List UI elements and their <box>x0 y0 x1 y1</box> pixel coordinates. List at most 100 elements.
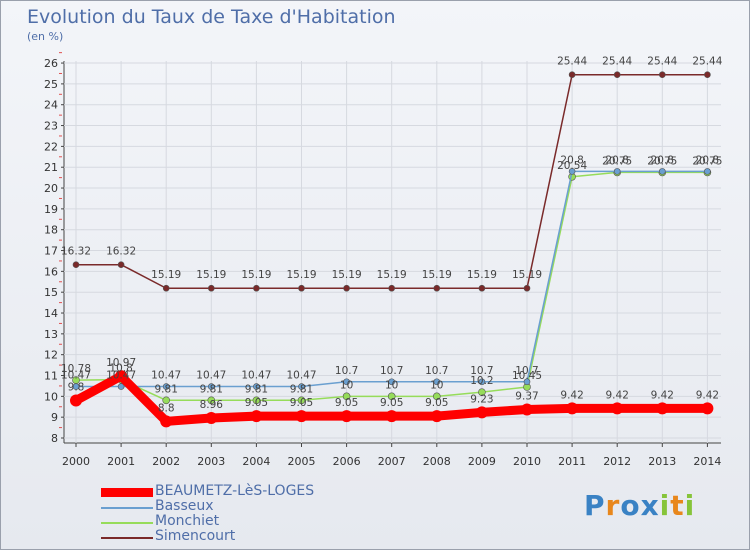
data-point-basseux <box>613 168 621 175</box>
data-label-simencourt: 15.19 <box>377 269 407 281</box>
data-point-simencourt <box>613 71 621 79</box>
data-point-simencourt <box>343 284 350 292</box>
series-lines <box>70 71 714 428</box>
data-point-beaumetz <box>566 402 579 415</box>
data-label-monchiet: 20.75 <box>602 155 632 167</box>
data-point-simencourt <box>208 284 215 292</box>
y-tick-label: 23 <box>44 120 58 133</box>
data-label-basseux: 10.7 <box>425 365 448 377</box>
data-label-basseux: 10.7 <box>335 365 358 377</box>
data-point-beaumetz <box>385 410 398 423</box>
data-point-beaumetz <box>611 402 624 415</box>
x-tick-label: 2007 <box>378 455 406 468</box>
data-labels: 9.8 10.97 8.8 8.96 9.05 9.05 9.05 9.05 9.05 9.23 9… <box>61 56 723 415</box>
data-label-simencourt: 15.19 <box>196 269 226 281</box>
data-label-monchiet: 10 <box>340 379 353 391</box>
y-tick-label: 14 <box>44 307 58 320</box>
y-tick-label: 9 <box>51 411 58 424</box>
data-point-basseux <box>658 168 666 175</box>
unit-label: (en %) <box>27 30 64 43</box>
data-point-monchiet <box>478 388 486 396</box>
y-tick-label: 8 <box>51 432 58 445</box>
data-label-beaumetz: 9.05 <box>290 397 313 409</box>
legend-swatch-simencourt <box>101 537 153 539</box>
y-tick-label: 10 <box>44 390 58 403</box>
data-point-basseux <box>162 383 170 390</box>
x-tick-label: 2008 <box>423 455 451 468</box>
data-label-beaumetz: 9.42 <box>696 389 719 401</box>
y-tick-label: 24 <box>44 99 58 112</box>
data-label-simencourt: 15.19 <box>286 269 316 281</box>
data-label-simencourt: 15.19 <box>512 269 542 281</box>
data-label-simencourt: 25.44 <box>692 56 722 68</box>
data-point-beaumetz <box>475 406 488 419</box>
logo-letter: t <box>670 489 685 522</box>
data-point-simencourt <box>523 284 531 292</box>
x-tick-label: 2006 <box>333 455 361 468</box>
data-label-beaumetz: 9.42 <box>560 389 583 401</box>
data-label-simencourt: 15.19 <box>332 269 362 281</box>
data-point-basseux <box>433 378 441 386</box>
y-tick-label: 20 <box>44 182 58 195</box>
legend-swatch-monchiet <box>101 522 153 524</box>
data-point-simencourt <box>298 284 305 292</box>
data-label-simencourt: 15.19 <box>151 269 181 281</box>
y-tick-label: 19 <box>44 203 58 216</box>
data-label-beaumetz: 9.42 <box>651 389 674 401</box>
data-label-monchiet: 9.81 <box>155 383 178 395</box>
data-point-simencourt <box>433 284 441 292</box>
data-point-simencourt <box>568 71 576 79</box>
x-tick-label: 2004 <box>242 455 270 468</box>
data-label-monchiet: 20.75 <box>647 155 677 167</box>
x-tick-label: 2011 <box>558 455 586 468</box>
data-point-basseux <box>568 168 576 175</box>
data-label-simencourt: 16.32 <box>61 246 91 258</box>
data-label-beaumetz: 9.23 <box>470 393 493 405</box>
data-point-basseux <box>117 383 125 390</box>
legend-label-beaumetz: BEAUMETZ-LèS-LOGES <box>155 483 315 499</box>
legend-swatch-beaumetz <box>101 488 153 497</box>
data-label-beaumetz: 8.8 <box>158 402 175 414</box>
x-tick-label: 2010 <box>513 455 541 468</box>
y-tick-label: 26 <box>44 57 58 70</box>
data-point-simencourt <box>478 284 486 292</box>
data-label-basseux: 10.47 <box>106 370 136 382</box>
y-tick-label: 17 <box>44 245 58 258</box>
data-point-monchiet <box>432 392 441 401</box>
data-label-basseux: 10.7 <box>470 365 493 377</box>
logo-letter: r <box>605 489 621 522</box>
data-label-basseux: 10.47 <box>196 370 226 382</box>
data-label-monchiet: 10 <box>385 379 398 391</box>
data-point-simencourt <box>72 261 80 268</box>
data-label-beaumetz: 9.42 <box>606 389 629 401</box>
logo-letter: i <box>659 489 671 522</box>
chart-title: Evolution du Taux de Taxe d'Habitation <box>27 6 396 28</box>
data-label-basseux: 20.8 <box>560 154 583 166</box>
legend-label-monchiet: Monchiet <box>155 513 220 529</box>
data-label-basseux: 20.8 <box>606 154 629 166</box>
data-point-beaumetz <box>521 403 533 416</box>
y-tick-label: 18 <box>44 224 58 237</box>
data-point-basseux <box>208 383 215 390</box>
data-label-basseux: 10.47 <box>151 370 181 382</box>
data-point-simencourt <box>658 71 666 79</box>
x-tick-label: 2000 <box>62 455 90 468</box>
x-tick-label: 2013 <box>648 455 676 468</box>
data-label-beaumetz: 9.05 <box>425 397 448 409</box>
data-label-beaumetz: 9.05 <box>245 397 268 409</box>
data-label-monchiet: 10.2 <box>470 375 493 387</box>
data-point-beaumetz <box>160 415 173 428</box>
chart-plot: 8 9 10 11 12 13 14 15 16 17 18 19 20 21 22 23 24 25 26 200… <box>44 52 723 468</box>
x-tick-label: 2014 <box>693 455 721 468</box>
data-point-beaumetz <box>70 394 82 407</box>
data-point-monchiet <box>342 392 351 401</box>
data-point-simencourt <box>704 71 711 79</box>
data-point-monchiet <box>207 396 216 405</box>
data-point-beaumetz <box>701 402 714 415</box>
legend-label-simencourt: Simencourt <box>155 528 236 544</box>
data-label-beaumetz: 9.8 <box>68 382 85 394</box>
data-point-simencourt <box>117 261 125 268</box>
data-point-basseux <box>704 168 711 175</box>
data-label-monchiet: 10.45 <box>512 370 542 382</box>
data-label-monchiet: 10.78 <box>61 363 91 375</box>
